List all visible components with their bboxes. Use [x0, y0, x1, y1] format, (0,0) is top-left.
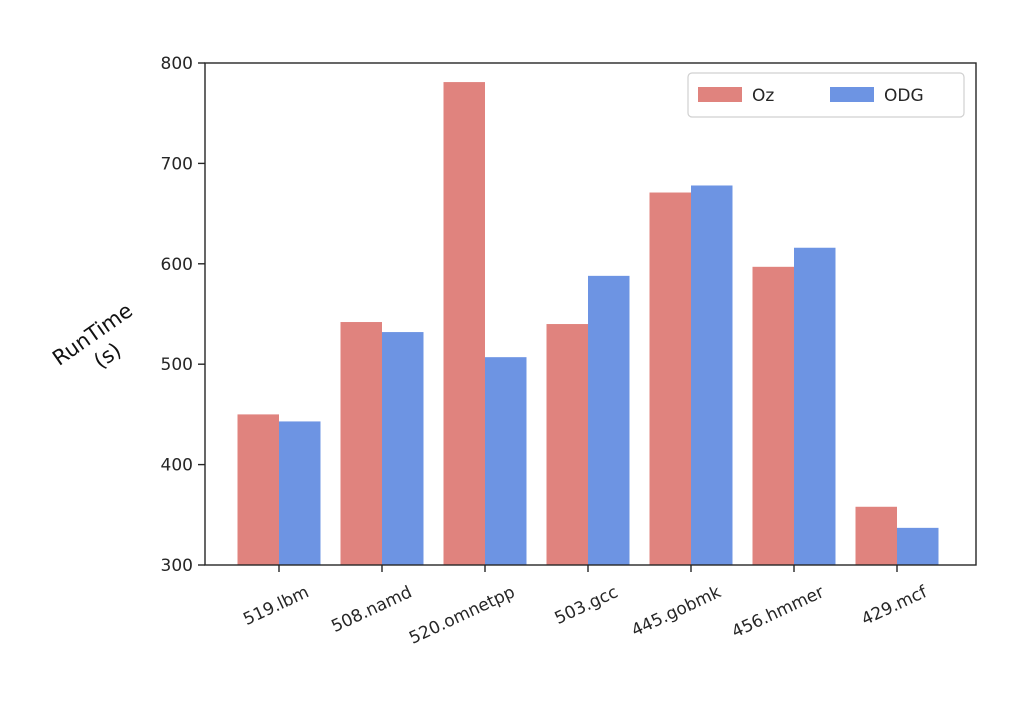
- x-tick-label: 503.gcc: [552, 582, 621, 629]
- bar-oz-445-gobmk: [649, 192, 691, 565]
- y-axis-label: RunTime (s): [48, 298, 137, 373]
- legend-label-odg: ODG: [884, 86, 924, 106]
- bar-odg-519-lbm: [279, 421, 321, 565]
- x-tick-label: 429.mcf: [859, 582, 932, 630]
- bar-oz-519-lbm: [237, 414, 279, 565]
- y-axis: 300 400 500 600 700 800: [161, 54, 205, 576]
- y-tick-label: 800: [161, 54, 193, 74]
- y-tick-label: 300: [161, 556, 193, 576]
- legend-box: [687, 72, 965, 118]
- x-tick-label: 519.lbm: [240, 582, 312, 630]
- bar-odg-520-omnetpp: [485, 357, 527, 565]
- y-tick-label: 400: [161, 456, 193, 476]
- y-tick-label: 600: [161, 255, 193, 275]
- bar-oz-520-omnetpp: [443, 82, 485, 565]
- y-tick-label: 500: [161, 355, 193, 375]
- bar-odg-508-namd: [382, 332, 424, 565]
- bar-oz-429-mcf: [855, 506, 897, 565]
- bar-odg-503-gcc: [588, 275, 630, 565]
- bar-oz-503-gcc: [546, 324, 588, 565]
- legend-swatch-oz: [698, 87, 742, 102]
- bar-odg-429-mcf: [897, 527, 939, 565]
- plot-frame: [204, 62, 977, 566]
- bar-odg-445-gobmk: [691, 185, 733, 566]
- legend-swatch-odg: [830, 87, 874, 102]
- legend: Oz ODG: [687, 72, 965, 118]
- x-tick-label: 456.hmmer: [729, 582, 827, 642]
- y-tick-label: 700: [161, 154, 193, 174]
- bars-layer: [237, 82, 939, 566]
- x-tick-label: 445.gobmk: [629, 582, 725, 641]
- legend-label-oz: Oz: [752, 86, 774, 106]
- bar-oz-456-hmmer: [752, 266, 794, 565]
- x-tick-label: 520.omnetpp: [406, 582, 518, 648]
- bar-odg-456-hmmer: [794, 247, 836, 566]
- bar-oz-508-namd: [340, 322, 382, 565]
- x-tick-label: 508.namd: [328, 582, 415, 637]
